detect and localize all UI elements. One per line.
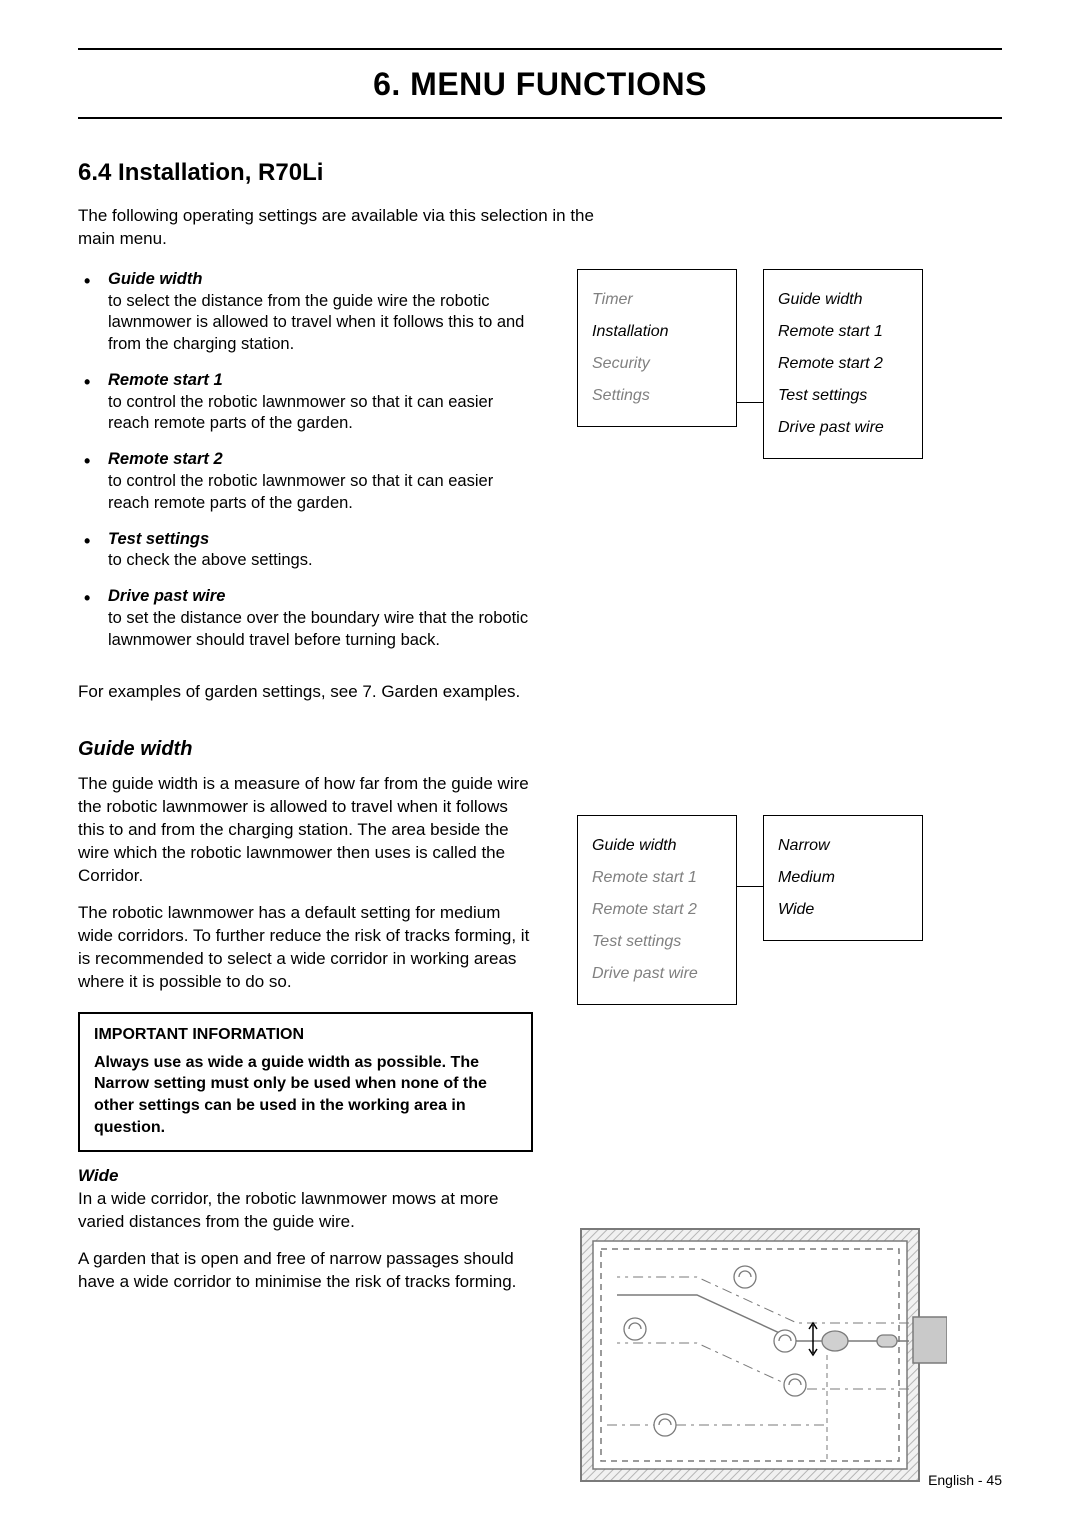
- menu-item: Remote start 1: [592, 862, 722, 894]
- menu-item: Test settings: [778, 380, 908, 412]
- term-desc: to set the distance over the boundary wi…: [108, 609, 528, 649]
- term-desc: to check the above settings.: [108, 551, 313, 569]
- definitions-list: Guide width to select the distance from …: [78, 269, 533, 651]
- examples-note: For examples of garden settings, see 7. …: [78, 681, 533, 704]
- list-item: Remote start 1 to control the robotic la…: [108, 370, 533, 435]
- term: Test settings: [108, 530, 209, 548]
- list-item: Drive past wire to set the distance over…: [108, 586, 533, 651]
- guide-width-p2: The robotic lawnmower has a default sett…: [78, 902, 533, 994]
- term: Guide width: [108, 270, 202, 288]
- menu-box-main: Timer Installation Security Settings: [577, 269, 737, 427]
- term: Remote start 1: [108, 371, 223, 389]
- term: Remote start 2: [108, 450, 223, 468]
- term: Drive past wire: [108, 587, 225, 605]
- term-desc: to control the robotic lawnmower so that…: [108, 472, 493, 512]
- garden-illustration: [577, 1225, 947, 1485]
- menu-box-sub: Narrow Medium Wide: [763, 815, 923, 941]
- list-item: Test settings to check the above setting…: [108, 529, 533, 573]
- menu-diagram-1: Timer Installation Security Settings Gui…: [577, 269, 923, 469]
- info-title: IMPORTANT INFORMATION: [94, 1026, 517, 1044]
- guide-width-heading: Guide width: [78, 738, 533, 761]
- info-body: Always use as wide a guide width as poss…: [94, 1052, 517, 1138]
- menu-item: Settings: [592, 380, 722, 412]
- menu-item: Remote start 2: [778, 348, 908, 380]
- menu-item: Remote start 1: [778, 316, 908, 348]
- menu-item: Test settings: [592, 926, 722, 958]
- menu-box-main: Guide width Remote start 1 Remote start …: [577, 815, 737, 1005]
- wide-heading: Wide: [78, 1166, 533, 1186]
- connector-line: [737, 269, 763, 469]
- page-footer: English - 45: [928, 1472, 1002, 1488]
- menu-item: Timer: [592, 284, 722, 316]
- term-desc: to select the distance from the guide wi…: [108, 292, 524, 354]
- connector-line: [737, 815, 763, 935]
- menu-item: Drive past wire: [778, 412, 908, 444]
- list-item: Remote start 2 to control the robotic la…: [108, 449, 533, 514]
- wide-p2: A garden that is open and free of narrow…: [78, 1248, 533, 1294]
- menu-item: Drive past wire: [592, 958, 722, 990]
- menu-item: Narrow: [778, 830, 908, 862]
- section-heading: 6.4 Installation, R70Li: [78, 159, 1002, 187]
- term-desc: to control the robotic lawnmower so that…: [108, 393, 493, 433]
- menu-item: Medium: [778, 862, 908, 894]
- menu-item: Guide width: [778, 284, 908, 316]
- menu-item: Wide: [778, 894, 908, 926]
- menu-box-sub: Guide width Remote start 1 Remote start …: [763, 269, 923, 459]
- menu-item: Security: [592, 348, 722, 380]
- intro-text: The following operating settings are ava…: [78, 205, 598, 251]
- menu-item: Remote start 2: [592, 894, 722, 926]
- wide-p1: In a wide corridor, the robotic lawnmowe…: [78, 1188, 533, 1234]
- guide-width-p1: The guide width is a measure of how far …: [78, 773, 533, 888]
- important-info-box: IMPORTANT INFORMATION Always use as wide…: [78, 1012, 533, 1152]
- chapter-title: 6. MENU FUNCTIONS: [78, 66, 1002, 103]
- menu-item-selected: Guide width: [592, 830, 722, 862]
- menu-diagram-2: Guide width Remote start 1 Remote start …: [577, 815, 923, 1005]
- list-item: Guide width to select the distance from …: [108, 269, 533, 356]
- menu-item-selected: Installation: [592, 316, 722, 348]
